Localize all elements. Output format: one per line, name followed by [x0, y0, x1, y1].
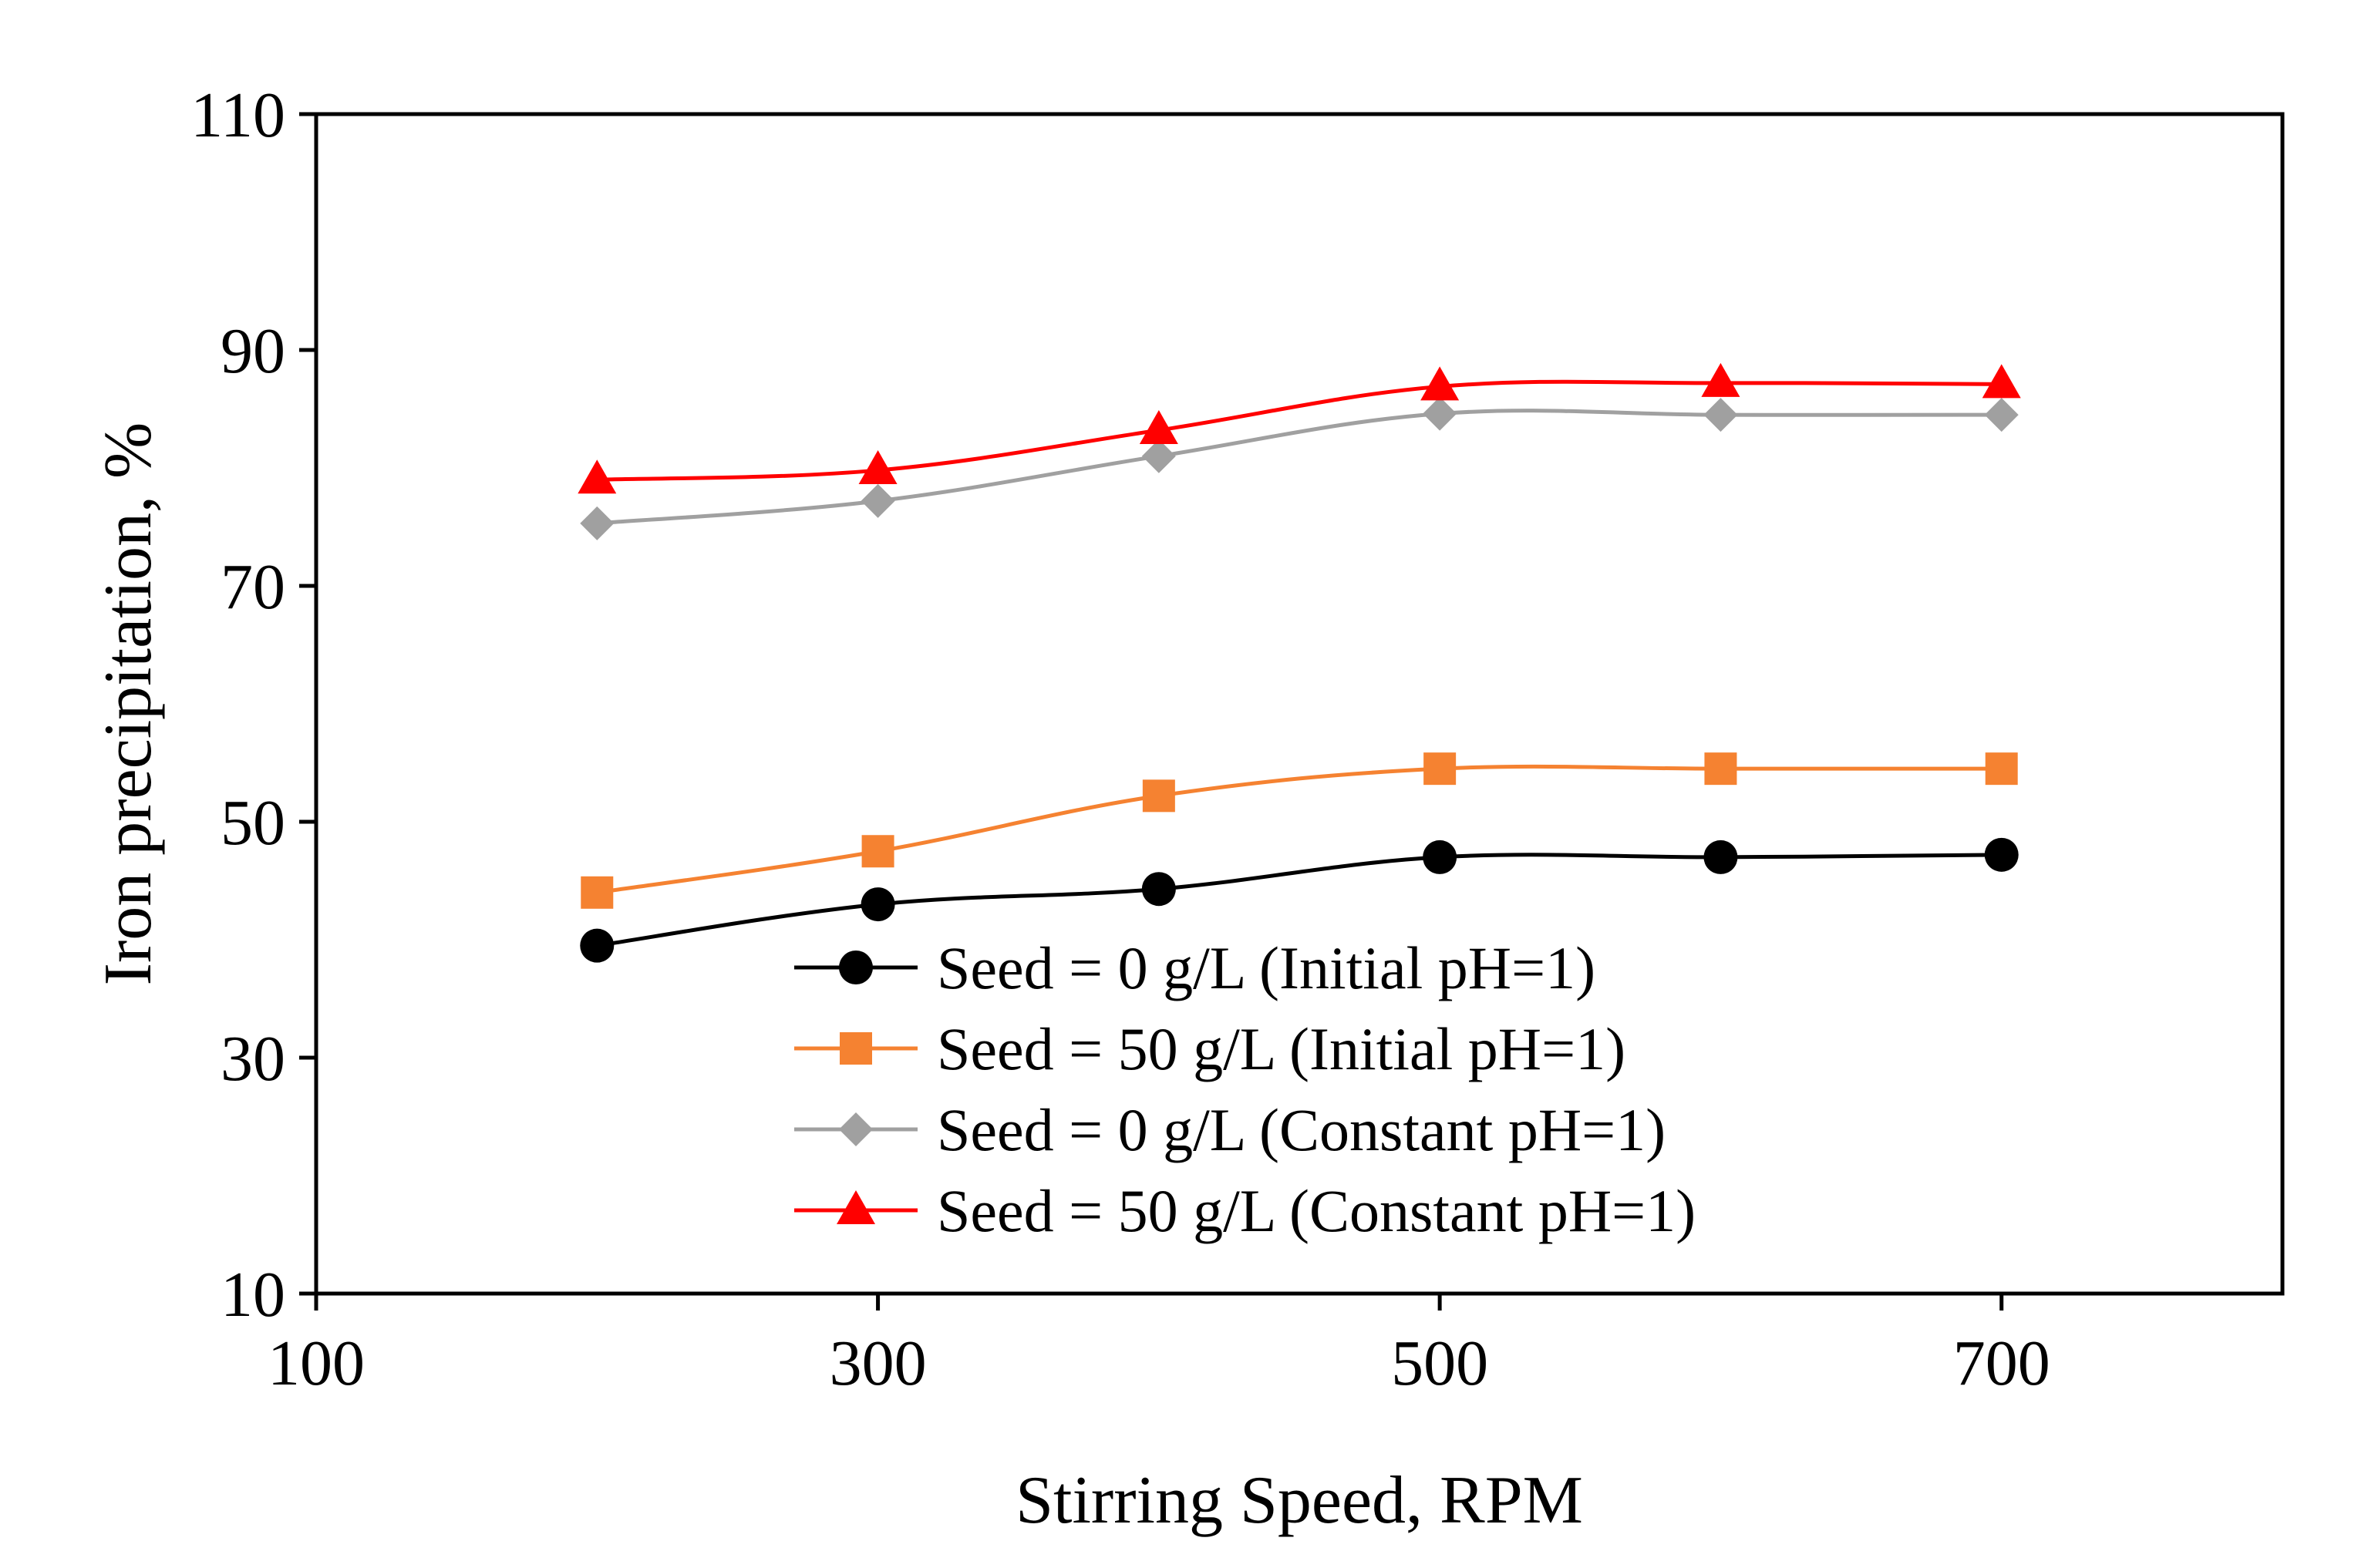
data-point [1139, 410, 1178, 445]
data-point [1704, 752, 1737, 786]
series-layer [578, 362, 2021, 963]
legend-entry: Seed = 0 g/L (Initial pH=1) [794, 934, 1595, 1001]
data-point [1984, 398, 2019, 432]
legend-label: Seed = 50 g/L (Initial pH=1) [937, 1015, 1625, 1082]
data-point [578, 459, 617, 494]
data-point [861, 483, 895, 518]
data-point [1423, 396, 1457, 431]
data-point [1420, 366, 1460, 401]
series-line [597, 379, 2002, 482]
data-point [858, 450, 898, 485]
series-line [596, 853, 2002, 948]
x-tick-label: 300 [830, 1327, 927, 1399]
data-point [861, 835, 894, 868]
y-tick-label: 110 [190, 79, 285, 151]
legend-marker [840, 1032, 872, 1065]
legend-entry: Seed = 50 g/L (Constant pH=1) [794, 1177, 1696, 1244]
y-axis-title: Iron precipitation, % [91, 422, 166, 986]
data-point [1703, 398, 1738, 432]
x-tick-label: 500 [1391, 1327, 1488, 1399]
data-point [1142, 779, 1175, 813]
data-point [1984, 837, 2019, 872]
x-tick-label: 700 [1953, 1327, 2050, 1399]
data-point [580, 928, 615, 963]
series-line [597, 409, 2002, 526]
y-tick-label: 50 [221, 787, 285, 859]
y-tick-label: 70 [221, 551, 285, 623]
data-point [1701, 362, 1740, 397]
data-point [580, 506, 615, 540]
data-point [1982, 364, 2021, 399]
x-axis: 100 300 500 700 [268, 1294, 2050, 1399]
data-point [1141, 439, 1176, 473]
x-axis-title: Stirring Speed, RPM [1016, 1463, 1583, 1538]
y-tick-label: 30 [221, 1023, 285, 1095]
series-1 [580, 837, 2019, 963]
legend-marker [839, 951, 873, 984]
y-tick-label: 10 [221, 1259, 285, 1331]
series-line [596, 764, 2002, 895]
x-tick-label: 100 [268, 1327, 365, 1399]
legend-entry: Seed = 50 g/L (Initial pH=1) [794, 1015, 1625, 1082]
y-tick-label: 90 [221, 315, 285, 387]
data-point [1423, 840, 1457, 874]
series-3 [580, 396, 2019, 540]
data-point [581, 876, 614, 909]
legend-label: Seed = 0 g/L (Initial pH=1) [937, 934, 1595, 1001]
data-point [1703, 840, 1738, 874]
data-point [1985, 752, 2018, 786]
data-point [1141, 872, 1176, 907]
plot-area-frame [314, 112, 2285, 1296]
legend-label: Seed = 50 g/L (Constant pH=1) [937, 1177, 1696, 1244]
series-4 [578, 362, 2021, 494]
legend-marker [837, 1190, 875, 1224]
legend-marker [839, 1112, 873, 1146]
data-point [1423, 752, 1457, 786]
data-point [861, 887, 895, 922]
series-2 [581, 752, 2018, 909]
legend-entry: Seed = 0 g/L (Constant pH=1) [794, 1096, 1666, 1163]
legend: Seed = 0 g/L (Initial pH=1) Seed = 50 g/L… [794, 934, 1696, 1244]
legend-label: Seed = 0 g/L (Constant pH=1) [937, 1096, 1666, 1163]
y-axis: 10 30 50 70 90 110 [190, 79, 316, 1331]
